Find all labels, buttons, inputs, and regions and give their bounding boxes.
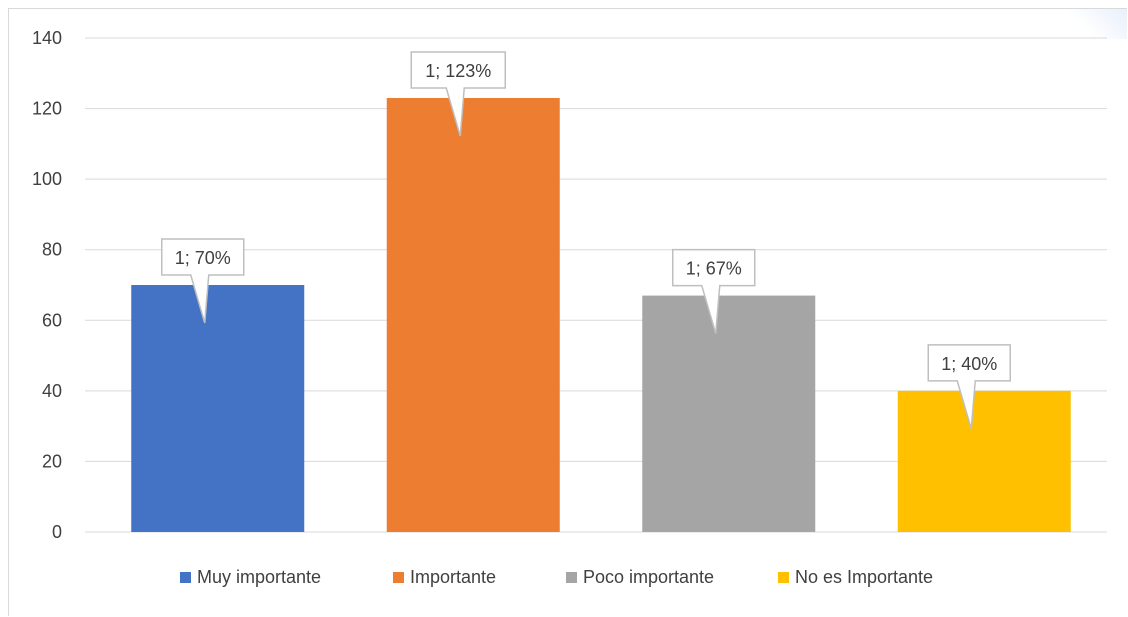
legend-swatch-3 [566, 572, 577, 583]
y-tick-label: 0 [52, 522, 62, 542]
bar-3 [642, 295, 816, 532]
legend-label: Muy importante [197, 567, 321, 587]
legend-swatch-1 [180, 572, 191, 583]
bars [131, 97, 1071, 532]
data-label-callout-box [672, 248, 756, 334]
data-label-callout-box [927, 344, 1011, 430]
y-tick-label: 20 [42, 451, 62, 471]
data-label-callout-box [410, 51, 506, 137]
data-label: 1; 70% [175, 248, 231, 268]
y-tick-label: 40 [42, 381, 62, 401]
y-tick-label: 60 [42, 310, 62, 330]
bar-1 [131, 285, 305, 532]
y-tick-label: 80 [42, 240, 62, 260]
y-axis-tick-labels: 0 20 40 60 80 100 120 140 [32, 28, 62, 542]
data-label: 1; 40% [941, 354, 997, 374]
legend-swatch-4 [778, 572, 789, 583]
y-tick-label: 140 [32, 28, 62, 48]
legend-label: Poco importante [583, 567, 714, 587]
data-label-callouts: 1; 70% 1; 123% 1; 67% 1; 40% [161, 51, 1011, 430]
bar-2 [386, 97, 560, 532]
legend-label: No es Importante [795, 567, 933, 587]
legend: Muy importante Importante Poco importante N… [180, 567, 933, 587]
y-tick-label: 120 [32, 99, 62, 119]
legend-label: Importante [410, 567, 496, 587]
legend-swatch-2 [393, 572, 404, 583]
y-tick-label: 100 [32, 169, 62, 189]
corner-accent [1067, 9, 1127, 39]
bar-4 [897, 390, 1071, 532]
data-label: 1; 123% [425, 61, 491, 81]
data-label: 1; 67% [686, 259, 742, 279]
data-label-callout-box [161, 238, 245, 324]
